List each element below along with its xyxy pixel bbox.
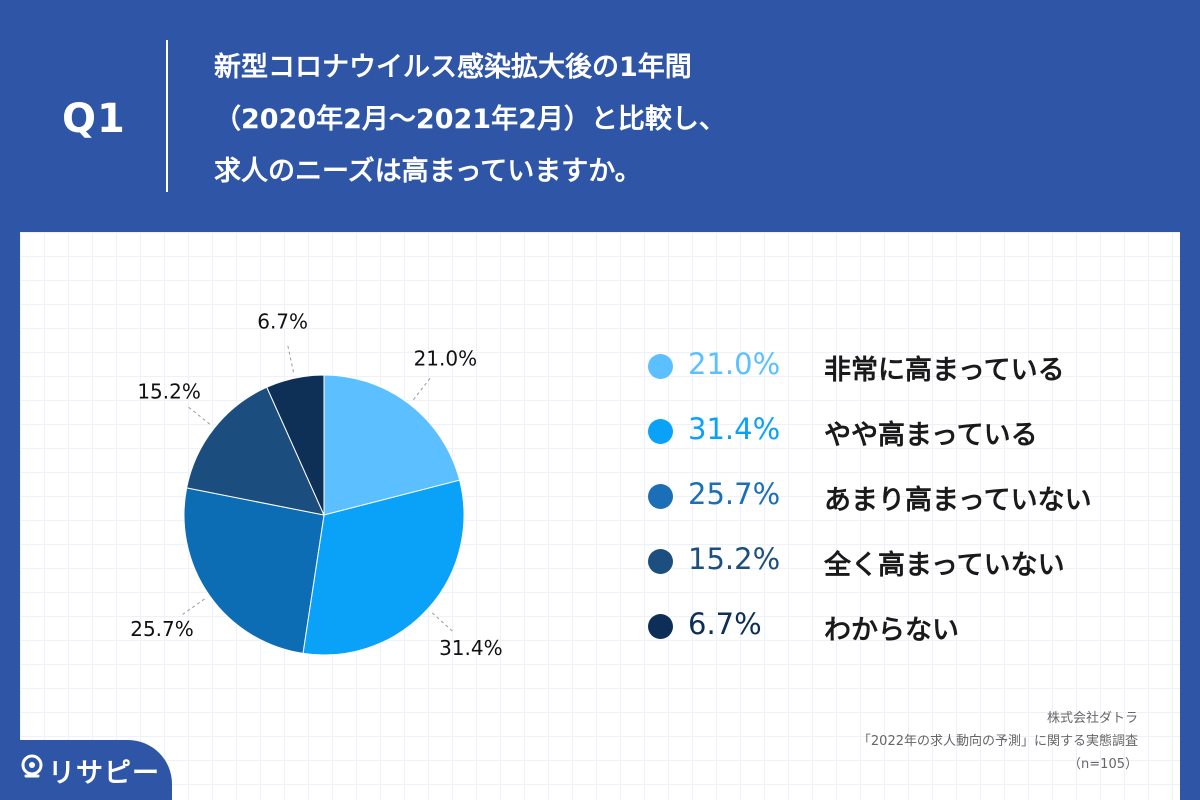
pie-slice: [183, 487, 325, 654]
legend-dot: [648, 354, 673, 379]
legend-label: やや高まっている: [824, 420, 1038, 451]
legend-dot: [648, 614, 673, 639]
legend-label: 全く高まっていない: [824, 550, 1065, 581]
legend-percent: 21.0%: [688, 347, 781, 381]
header: Q1 新型コロナウイルス感染拡大後の1年間 （2020年2月〜2021年2月）と…: [0, 0, 1200, 232]
source-sample-size: （n=105）: [1068, 757, 1138, 772]
question-number: Q1: [62, 96, 126, 142]
pie-slice: [266, 374, 325, 516]
pie-slice: [302, 479, 465, 656]
pie-data-label: 25.7%: [130, 617, 194, 641]
legend-percent: 15.2%: [688, 542, 781, 576]
pie-data-label: 6.7%: [257, 309, 308, 333]
logo-text: リサピー: [48, 758, 160, 789]
source-company: 株式会社ダトラ: [1046, 711, 1138, 726]
source-note: 株式会社ダトラ 「2022年の求人動向の予測」に関する実態調査 （n=105）: [858, 707, 1138, 776]
pin-icon: [21, 754, 43, 778]
pie-chart: 21.0% 31.4% 25.7% 15.2% 6.7%: [130, 309, 503, 660]
pie-slice: [186, 386, 325, 516]
legend-dot: [648, 549, 673, 574]
pie-leader-line: [181, 598, 205, 616]
pie-data-label: 31.4%: [439, 636, 503, 660]
pie-data-label: 15.2%: [137, 380, 201, 404]
question-line-1: 新型コロナウイルス感染拡大後の1年間: [214, 52, 692, 83]
legend-label: 非常に高まっている: [824, 355, 1065, 386]
pie-slice: [323, 374, 461, 516]
source-survey: 「2022年の求人動向の予測」に関する実態調査: [857, 734, 1138, 749]
legend-label: あまり高まっていない: [824, 485, 1092, 516]
pie-data-label: 21.0%: [414, 347, 478, 371]
pie-leader-line: [413, 377, 432, 400]
pie-leader-line: [287, 344, 294, 373]
header-divider: [166, 40, 168, 192]
chart-card: 21.0% 31.4% 25.7% 15.2% 6.7% 21.0% 非常に高まっている…: [20, 232, 1180, 800]
brand-logo[interactable]: リサピー: [0, 740, 172, 800]
legend-percent: 25.7%: [688, 477, 781, 511]
pie-leader-line: [431, 612, 454, 633]
legend-label: わからない: [824, 615, 959, 646]
question-text: 新型コロナウイルス感染拡大後の1年間 （2020年2月〜2021年2月）と比較し…: [214, 42, 1154, 198]
question-line-3: 求人のニーズは高まっていますか。: [214, 156, 642, 187]
question-line-2: （2020年2月〜2021年2月）と比較し、: [214, 104, 726, 135]
pie-leader-line: [187, 406, 211, 425]
legend-percent: 6.7%: [688, 607, 762, 641]
legend-dot: [648, 484, 673, 509]
legend-dot: [648, 419, 673, 444]
legend-percent: 31.4%: [688, 412, 781, 446]
